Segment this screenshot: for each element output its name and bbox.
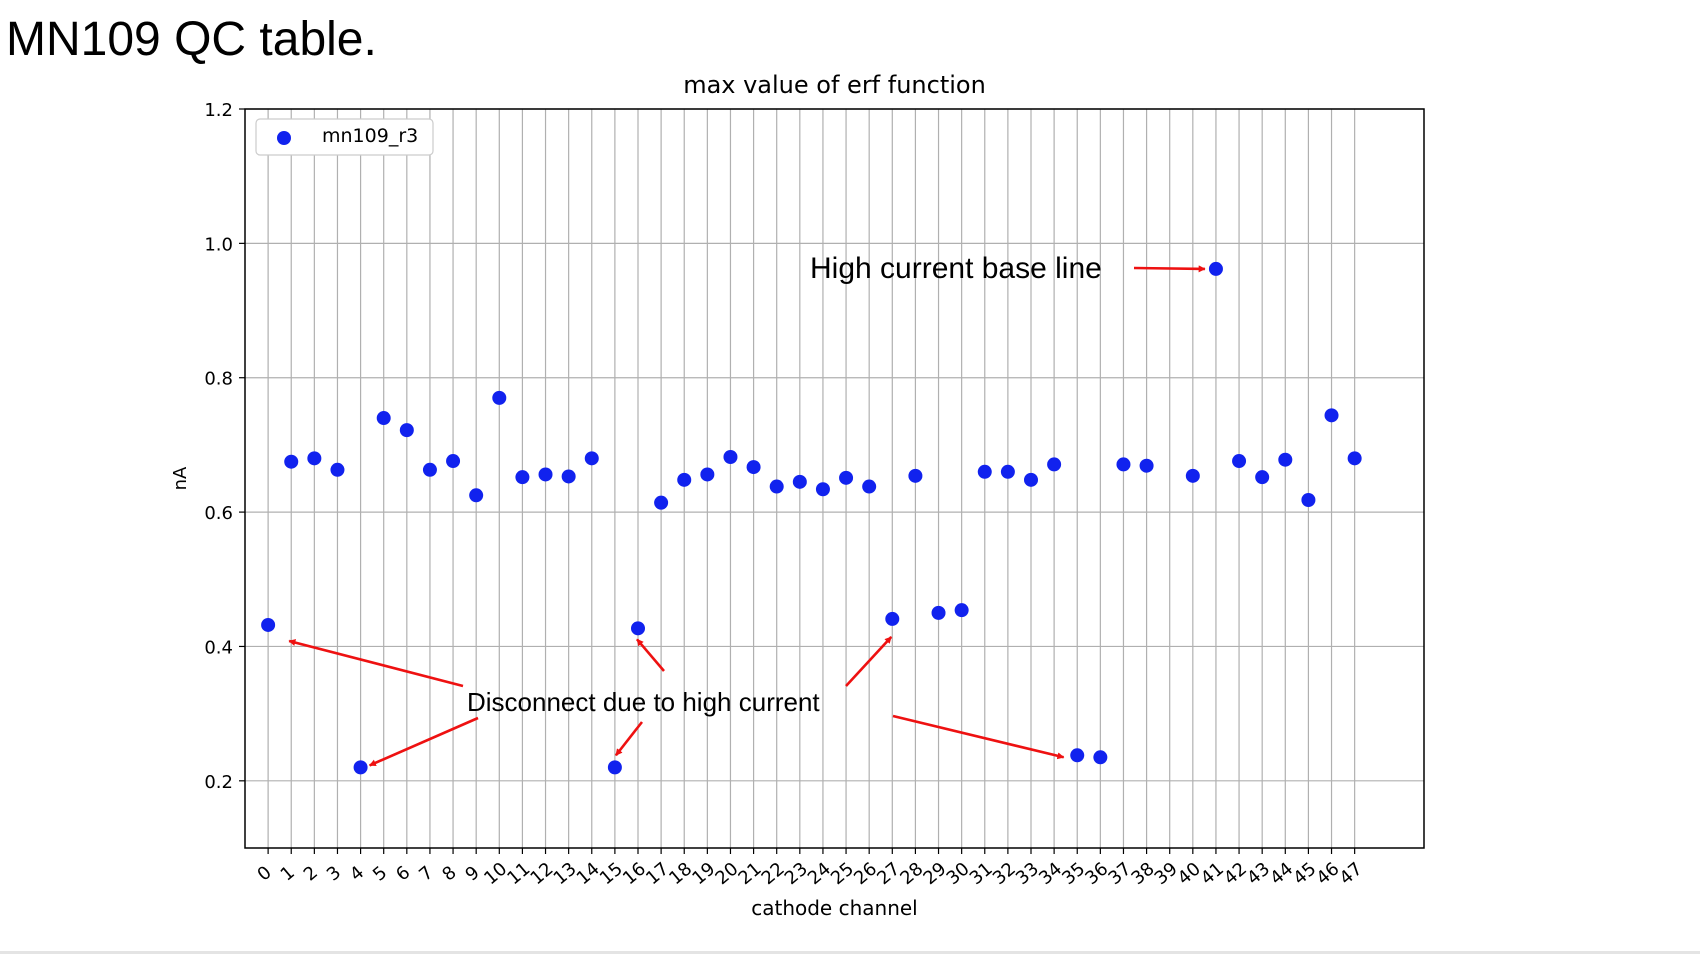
data-point <box>446 454 461 469</box>
grid-lines <box>245 108 1424 848</box>
data-point <box>1070 748 1085 763</box>
chart-title: max value of erf function <box>683 71 986 99</box>
data-point <box>538 467 553 482</box>
annotation-arrow <box>1133 265 1206 273</box>
annotation-high-current-base-line: High current base line <box>810 252 1102 285</box>
x-tick-label: 2 <box>300 862 322 885</box>
data-point <box>1093 750 1108 765</box>
y-tick-label: 1.0 <box>204 234 233 255</box>
x-tick-label: 3 <box>323 862 345 885</box>
annotation-arrow <box>368 716 479 767</box>
data-point <box>931 605 946 620</box>
data-point <box>654 495 669 510</box>
data-point <box>700 467 715 482</box>
data-point <box>677 472 692 487</box>
data-point <box>977 464 992 479</box>
data-point <box>584 451 599 466</box>
data-point <box>561 469 576 484</box>
data-point <box>1278 452 1293 467</box>
x-tick-label: 47 <box>1336 858 1367 889</box>
data-point <box>307 451 322 466</box>
annotation-arrow <box>636 638 665 672</box>
legend: mn109_r3 <box>255 118 434 156</box>
plot-frame <box>244 108 1425 849</box>
data-point <box>376 411 391 426</box>
data-point <box>515 470 530 485</box>
annotation-arrow <box>892 714 1065 760</box>
x-tick-label: 7 <box>415 862 437 885</box>
data-point <box>769 479 784 494</box>
data-point <box>839 470 854 485</box>
data-points <box>261 261 1362 775</box>
x-tick-label: 0 <box>253 862 275 885</box>
legend-marker <box>277 131 291 145</box>
x-tick-label: 6 <box>392 862 414 885</box>
annotation-arrow <box>614 721 644 757</box>
annotation-disconnect-due-to-high-current: Disconnect due to high current <box>467 687 820 717</box>
data-point <box>353 760 368 775</box>
data-point <box>422 462 437 477</box>
data-point <box>1301 492 1316 507</box>
y-tick-label: 0.4 <box>204 637 233 658</box>
data-point <box>862 479 877 494</box>
x-tick-label: 4 <box>346 862 368 885</box>
x-tick-label: 8 <box>438 862 460 885</box>
x-tick-label: 5 <box>369 862 391 885</box>
slide-title: MN109 QC table. <box>6 13 377 66</box>
y-axis-label: nA <box>170 466 191 490</box>
legend-box <box>255 118 434 156</box>
data-point <box>1185 468 1200 483</box>
data-point <box>261 617 276 632</box>
data-point <box>815 482 830 497</box>
data-point <box>908 468 923 483</box>
data-point <box>492 390 507 405</box>
data-point <box>1255 470 1270 485</box>
data-point <box>1116 457 1131 472</box>
data-point <box>746 460 761 475</box>
y-tick-label: 1.2 <box>204 100 233 121</box>
data-point <box>607 760 622 775</box>
slide-bottom-divider <box>0 951 1700 954</box>
data-point <box>631 621 645 636</box>
data-point <box>1324 408 1339 423</box>
y-tick-label: 0.8 <box>204 369 233 390</box>
data-point <box>469 488 484 503</box>
data-point <box>1024 472 1038 487</box>
x-tick-label: 1 <box>277 862 299 885</box>
data-point <box>885 611 900 626</box>
data-point <box>1208 261 1223 276</box>
data-point <box>723 450 738 465</box>
data-point <box>954 603 969 618</box>
data-point <box>330 462 345 477</box>
annotation-arrows <box>288 265 1206 767</box>
data-point <box>1000 464 1015 479</box>
data-point <box>399 423 414 438</box>
data-point <box>284 454 299 469</box>
x-axis-label: cathode channel <box>751 896 918 920</box>
y-tick-label: 0.2 <box>204 772 233 793</box>
data-point <box>1232 454 1247 469</box>
annotation-arrow <box>845 636 893 687</box>
legend-label: mn109_r3 <box>322 125 418 147</box>
annotation-arrow <box>288 639 464 688</box>
data-point <box>1047 457 1062 472</box>
y-tick-label: 0.6 <box>204 503 233 524</box>
data-point <box>1347 451 1362 466</box>
data-point <box>1139 458 1154 473</box>
data-point <box>792 474 807 489</box>
